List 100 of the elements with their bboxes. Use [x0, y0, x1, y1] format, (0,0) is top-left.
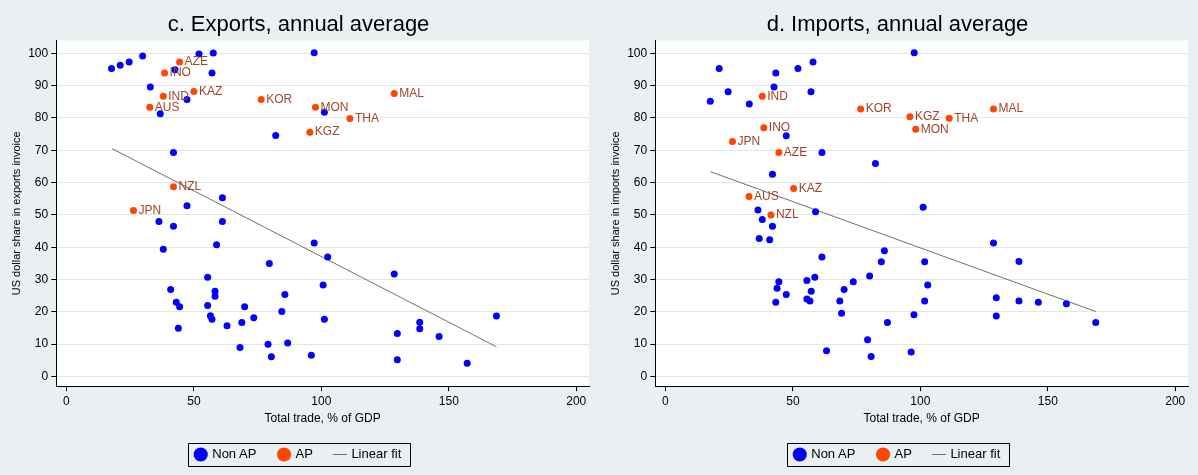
annotation: IND	[767, 88, 789, 103]
point	[218, 194, 226, 202]
point	[393, 330, 401, 338]
annotation: INO	[768, 119, 791, 134]
point	[823, 347, 831, 355]
annotation: MAL	[399, 85, 425, 100]
y-tick-label: 20	[633, 304, 648, 319]
y-tick-label: 0	[41, 368, 49, 383]
x-tick-label: 0	[63, 393, 71, 408]
point	[416, 318, 424, 326]
legend-label: AP	[295, 446, 313, 462]
point	[745, 100, 753, 108]
y-tick-label: 40	[633, 239, 648, 254]
x-axis-title: Total trade, % of GDP	[264, 411, 381, 426]
point	[161, 69, 169, 77]
annotation: THA	[354, 110, 379, 125]
chart-title: d. Imports, annual average	[766, 11, 1029, 37]
point	[1015, 297, 1023, 305]
annotation: KGZ	[314, 124, 340, 139]
y-tick-label: 70	[34, 142, 49, 157]
point	[871, 160, 879, 168]
point	[1015, 257, 1023, 265]
point	[910, 311, 918, 319]
point	[310, 239, 318, 247]
point	[346, 115, 354, 123]
point	[807, 287, 815, 295]
point	[169, 149, 177, 157]
point	[307, 351, 315, 359]
point	[167, 286, 175, 294]
point	[812, 208, 820, 216]
point	[204, 273, 212, 281]
y-tick-label: 60	[34, 174, 49, 189]
y-tick-label: 60	[633, 174, 648, 189]
point	[992, 294, 1000, 302]
point	[264, 340, 272, 348]
y-tick-label: 100	[627, 45, 648, 60]
point	[877, 258, 885, 266]
point	[155, 217, 163, 225]
annotation: JPN	[138, 202, 162, 217]
y-tick-label: 0	[640, 368, 648, 383]
point	[116, 61, 124, 69]
point	[767, 211, 775, 219]
point	[129, 206, 137, 214]
point	[772, 69, 780, 77]
point	[211, 292, 219, 300]
y-tick-label: 50	[34, 207, 49, 222]
point	[218, 217, 226, 225]
point	[146, 103, 154, 111]
point	[768, 170, 776, 178]
point	[775, 278, 783, 286]
point	[990, 239, 997, 247]
point	[754, 206, 762, 214]
point	[910, 49, 918, 57]
point	[768, 222, 776, 230]
x-tick-label: 0	[662, 393, 670, 408]
y-tick-label: 10	[633, 336, 648, 351]
point	[745, 193, 753, 200]
point	[758, 215, 766, 223]
point	[807, 88, 815, 96]
point	[278, 308, 286, 316]
annotation: KAZ	[798, 180, 822, 195]
y-tick-label: 90	[34, 77, 49, 92]
x-tick-label: 150	[1037, 393, 1059, 408]
point	[416, 325, 424, 333]
point	[857, 105, 865, 113]
point	[257, 96, 265, 104]
point	[867, 352, 875, 360]
point	[108, 65, 116, 73]
x-tick-label: 50	[187, 393, 201, 408]
point	[125, 58, 133, 66]
y-tick-label: 30	[633, 271, 648, 286]
point	[250, 314, 258, 322]
point	[174, 324, 182, 332]
point	[755, 235, 763, 243]
x-tick-label: 100	[311, 393, 332, 408]
point	[319, 281, 327, 289]
point	[809, 58, 817, 66]
legend-label: Linear fit	[351, 446, 402, 462]
point	[169, 183, 177, 191]
y-tick-label: 10	[34, 336, 49, 351]
point	[790, 184, 798, 192]
point	[1062, 300, 1070, 308]
annotation: MON	[320, 99, 349, 114]
point	[238, 319, 246, 327]
y-tick-label: 80	[633, 110, 648, 125]
point	[794, 65, 802, 73]
legend-label: Non AP	[212, 446, 257, 462]
point	[840, 286, 848, 294]
point	[284, 339, 292, 347]
point	[159, 245, 167, 253]
y-tick-label: 90	[633, 77, 648, 92]
point	[176, 303, 184, 311]
point	[169, 222, 177, 230]
legend-label: Non AP	[811, 446, 856, 462]
point	[492, 312, 500, 320]
point	[1092, 319, 1100, 327]
point	[463, 359, 471, 367]
x-tick-label: 200	[566, 393, 587, 408]
point	[176, 58, 184, 66]
annotation: AUS	[754, 188, 779, 203]
